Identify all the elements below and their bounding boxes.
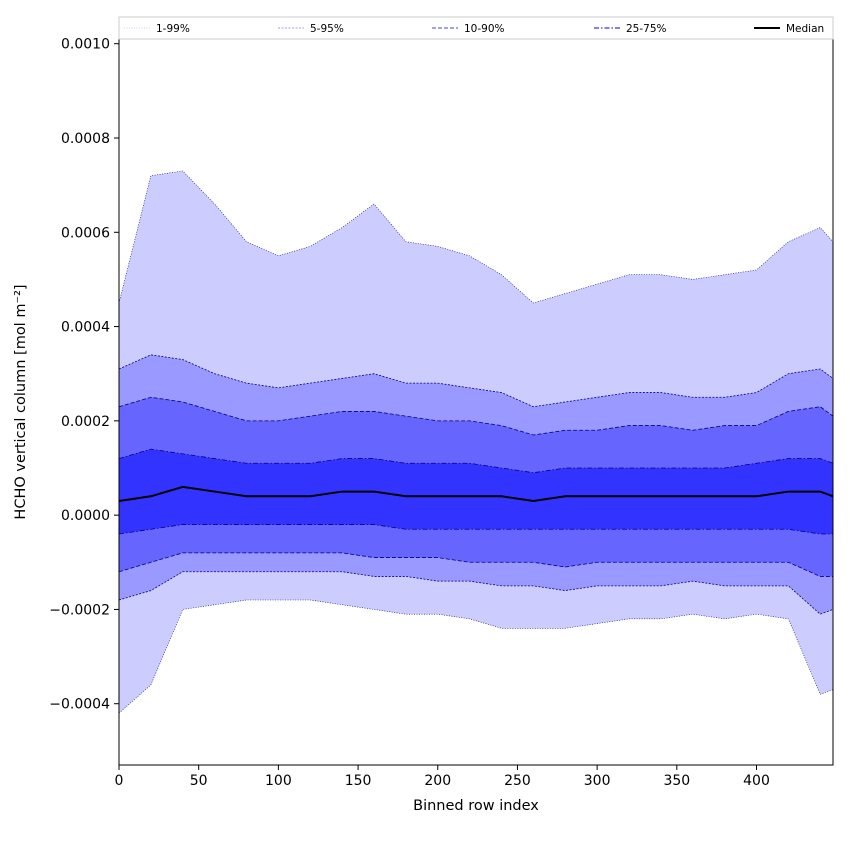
legend-label-median: Median <box>786 23 824 35</box>
x-tick-label: 50 <box>190 773 208 789</box>
line-25-75-upper <box>118 448 834 474</box>
x-tick-label: 350 <box>663 773 690 789</box>
x-tick-label: 400 <box>743 773 770 789</box>
x-tick-label: 0 <box>115 773 124 789</box>
legend-label-10-90: 10-90% <box>464 23 505 35</box>
line-10-90-upper <box>118 396 834 436</box>
x-tick-label: 100 <box>265 773 292 789</box>
line-1-99-upper <box>118 170 834 304</box>
x-axis: 0 50 100 150 200 250 300 350 400 <box>115 765 770 789</box>
x-tick-label: 300 <box>584 773 611 789</box>
percentile-lines <box>118 170 834 714</box>
x-tick-label: 200 <box>424 773 451 789</box>
line-1-99-lower <box>118 599 834 714</box>
y-tick-label: 0.0010 <box>61 37 110 53</box>
y-tick-label: 0.0002 <box>61 414 110 430</box>
line-5-95-lower <box>118 571 834 615</box>
line-5-95-upper <box>118 354 834 408</box>
line-25-75-lower <box>118 524 833 535</box>
x-tick-label: 150 <box>345 773 372 789</box>
y-tick-label: −0.0002 <box>49 602 110 618</box>
legend: 1-99% 5-95% 10-90% 25-75% Median <box>118 16 834 40</box>
x-tick-label: 250 <box>504 773 531 789</box>
legend-label-5-95: 5-95% <box>310 23 344 35</box>
line-median <box>118 485 834 503</box>
x-axis-title: Binned row index <box>413 798 539 814</box>
y-tick-label: 0.0004 <box>61 320 110 336</box>
y-tick-label: 0.0006 <box>61 225 110 241</box>
line-10-90-lower <box>118 552 833 577</box>
y-tick-label: 0.0000 <box>61 508 110 524</box>
legend-box <box>118 16 834 40</box>
percentile-bands <box>119 171 833 714</box>
legend-label-1-99: 1-99% <box>156 23 190 35</box>
y-tick-label: −0.0004 <box>49 697 110 713</box>
y-tick-label: 0.0008 <box>61 131 110 147</box>
band-25-75 <box>119 449 833 534</box>
y-axis: −0.0004 −0.0002 0.0000 0.0002 0.0004 0.0006 0.… <box>49 37 119 713</box>
y-axis-title: HCHO vertical column [mol m⁻²] <box>13 284 29 519</box>
legend-label-25-75: 25-75% <box>626 23 667 35</box>
